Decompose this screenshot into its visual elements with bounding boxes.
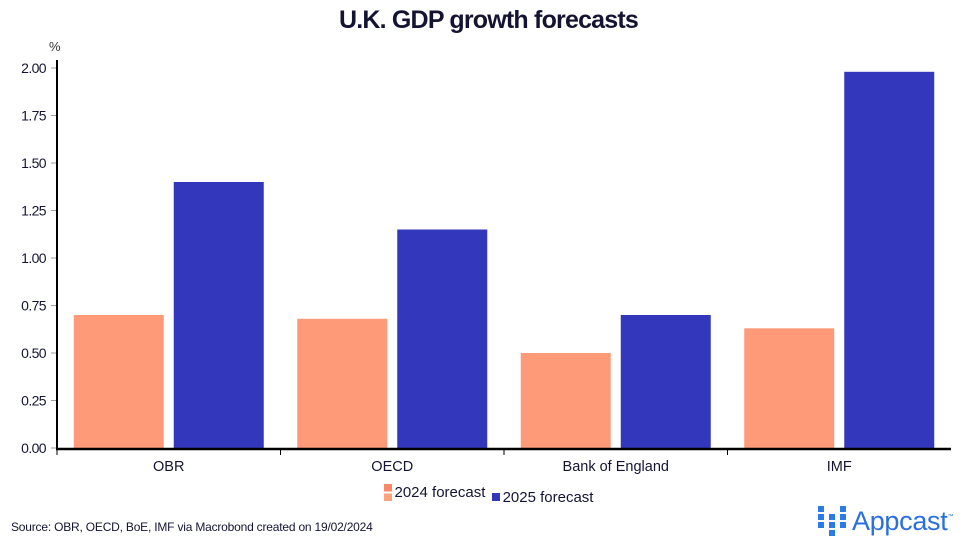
x-tick-label: OECD: [371, 459, 413, 475]
legend: 2024 forecast 2025 forecast: [0, 484, 977, 506]
appcast-dot-grid-icon: [818, 505, 848, 537]
y-tick-label: 2.00: [21, 60, 47, 76]
legend-label-2024: 2024 forecast: [394, 484, 486, 501]
x-tick-label: OBR: [153, 459, 184, 475]
y-tick-label: 1.50: [21, 155, 47, 171]
legend-label-2025: 2025 forecast: [502, 488, 594, 506]
bar-oecd-2024: [297, 318, 388, 448]
bar-imf-2025: [844, 71, 935, 449]
appcast-logo-text: Appcast: [852, 505, 948, 536]
source-note: Source: OBR, OECD, BoE, IMF via Macrobon…: [11, 520, 373, 534]
y-axis: 0.00 0.25 0.50 0.75 1.00 1.25 1.50 1.75 2.00: [21, 60, 58, 456]
bar-imf-2024: [744, 328, 835, 448]
y-tick-label: 1.25: [21, 203, 47, 219]
x-tick-label: IMF: [827, 459, 852, 475]
trademark-symbol: ™: [947, 514, 954, 520]
legend-item-2024: 2024 forecast: [383, 484, 486, 501]
bar-obr-2024: [73, 315, 164, 448]
bar-chart: 0.00 0.25 0.50 0.75 1.00 1.25 1.50 1.75 2.00 OBR…: [21, 60, 951, 475]
bar-obr-2025: [173, 182, 264, 448]
chart-title: U.K. GDP growth forecasts: [338, 6, 639, 34]
appcast-logo: Appcast ™: [818, 505, 953, 537]
bar-oecd-2025: [397, 229, 488, 448]
y-tick-label: 1.75: [21, 108, 47, 124]
bars: [73, 71, 935, 449]
bar-bank-of-england-2024: [520, 353, 611, 448]
y-axis-unit-label: %: [49, 39, 61, 54]
x-axis: OBR OECD Bank of England IMF: [56, 447, 951, 475]
y-tick-label: 0.00: [21, 440, 47, 456]
x-tick-label: Bank of England: [563, 459, 669, 475]
legend-item-2025: 2025 forecast: [491, 488, 594, 506]
bar-bank-of-england-2025: [620, 315, 711, 448]
y-tick-label: 0.25: [21, 393, 47, 409]
y-tick-label: 0.50: [21, 345, 47, 361]
y-tick-label: 1.00: [21, 250, 47, 266]
y-tick-label: 0.75: [21, 298, 47, 314]
legend-swatch-2025: [491, 493, 500, 501]
legend-swatch-2024: [383, 484, 392, 501]
